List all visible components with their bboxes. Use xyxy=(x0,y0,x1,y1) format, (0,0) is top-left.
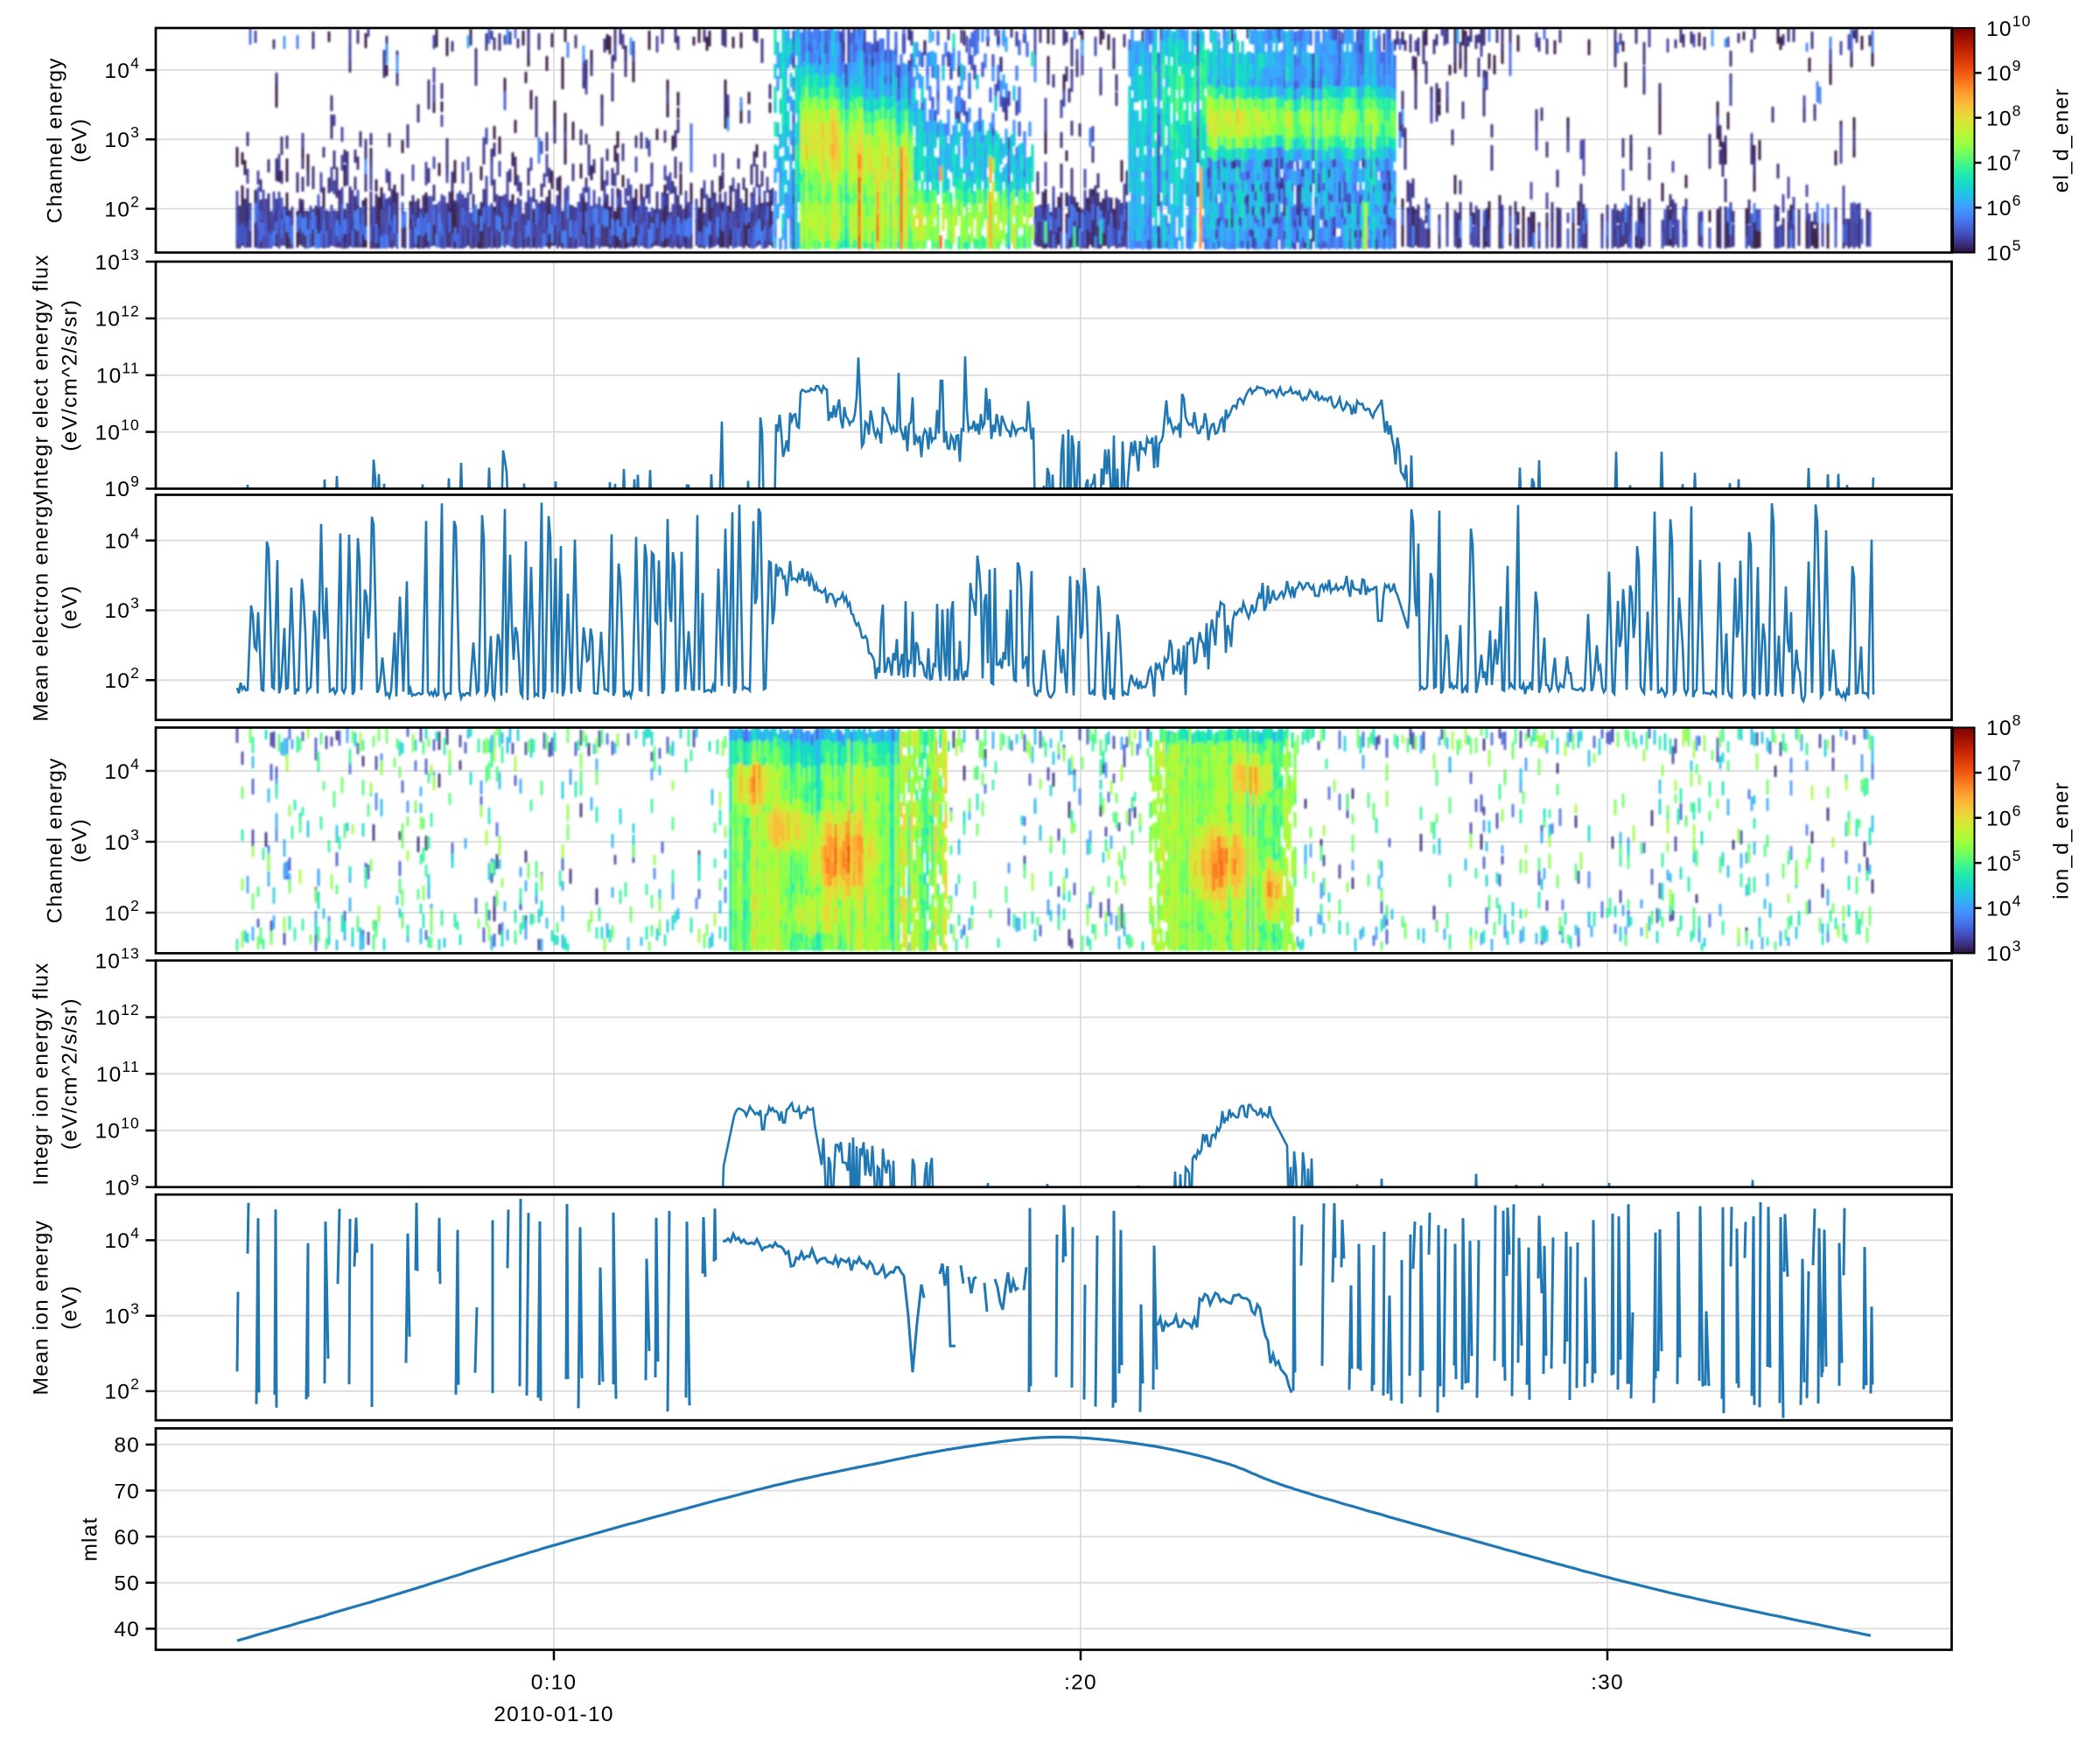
svg-text:(eV/cm^2/s/sr): (eV/cm^2/s/sr) xyxy=(59,998,82,1150)
svg-text:Channel energy: Channel energy xyxy=(44,758,67,924)
svg-text:Mean electron energy: Mean electron energy xyxy=(30,494,53,722)
svg-text:Integr ion energy flux: Integr ion energy flux xyxy=(30,962,53,1186)
svg-text:(eV): (eV) xyxy=(59,1285,82,1330)
svg-text:80: 80 xyxy=(114,1434,140,1458)
svg-text:60: 60 xyxy=(114,1526,140,1550)
svg-text:el_d_ener: el_d_ener xyxy=(2050,88,2074,192)
svg-text:107: 107 xyxy=(1986,757,2022,786)
svg-text::30: :30 xyxy=(1591,1671,1624,1695)
svg-text::20: :20 xyxy=(1064,1671,1097,1695)
svg-text:Integr elect energy flux: Integr elect energy flux xyxy=(30,254,53,496)
svg-text:104: 104 xyxy=(104,1224,140,1253)
svg-text:(eV): (eV) xyxy=(68,818,92,863)
svg-text:(eV): (eV) xyxy=(68,118,92,163)
svg-text:Channel energy: Channel energy xyxy=(44,57,67,223)
svg-text:Mean ion energy: Mean ion energy xyxy=(30,1220,53,1396)
svg-text:mlat: mlat xyxy=(79,1516,102,1561)
svg-text:0:10: 0:10 xyxy=(531,1671,577,1695)
svg-text:105: 105 xyxy=(1986,847,2022,876)
svg-text:102: 102 xyxy=(104,897,140,926)
svg-text:(eV): (eV) xyxy=(59,585,82,630)
svg-text:2010-01-10: 2010-01-10 xyxy=(494,1703,613,1726)
svg-text:(eV/cm^2/s/sr): (eV/cm^2/s/sr) xyxy=(59,299,82,452)
svg-text:106: 106 xyxy=(1986,192,2022,220)
svg-text:ion_d_ener: ion_d_ener xyxy=(2050,781,2074,900)
svg-text:50: 50 xyxy=(114,1572,140,1596)
svg-text:102: 102 xyxy=(104,192,140,221)
svg-text:70: 70 xyxy=(114,1480,140,1503)
svg-text:40: 40 xyxy=(114,1618,140,1642)
